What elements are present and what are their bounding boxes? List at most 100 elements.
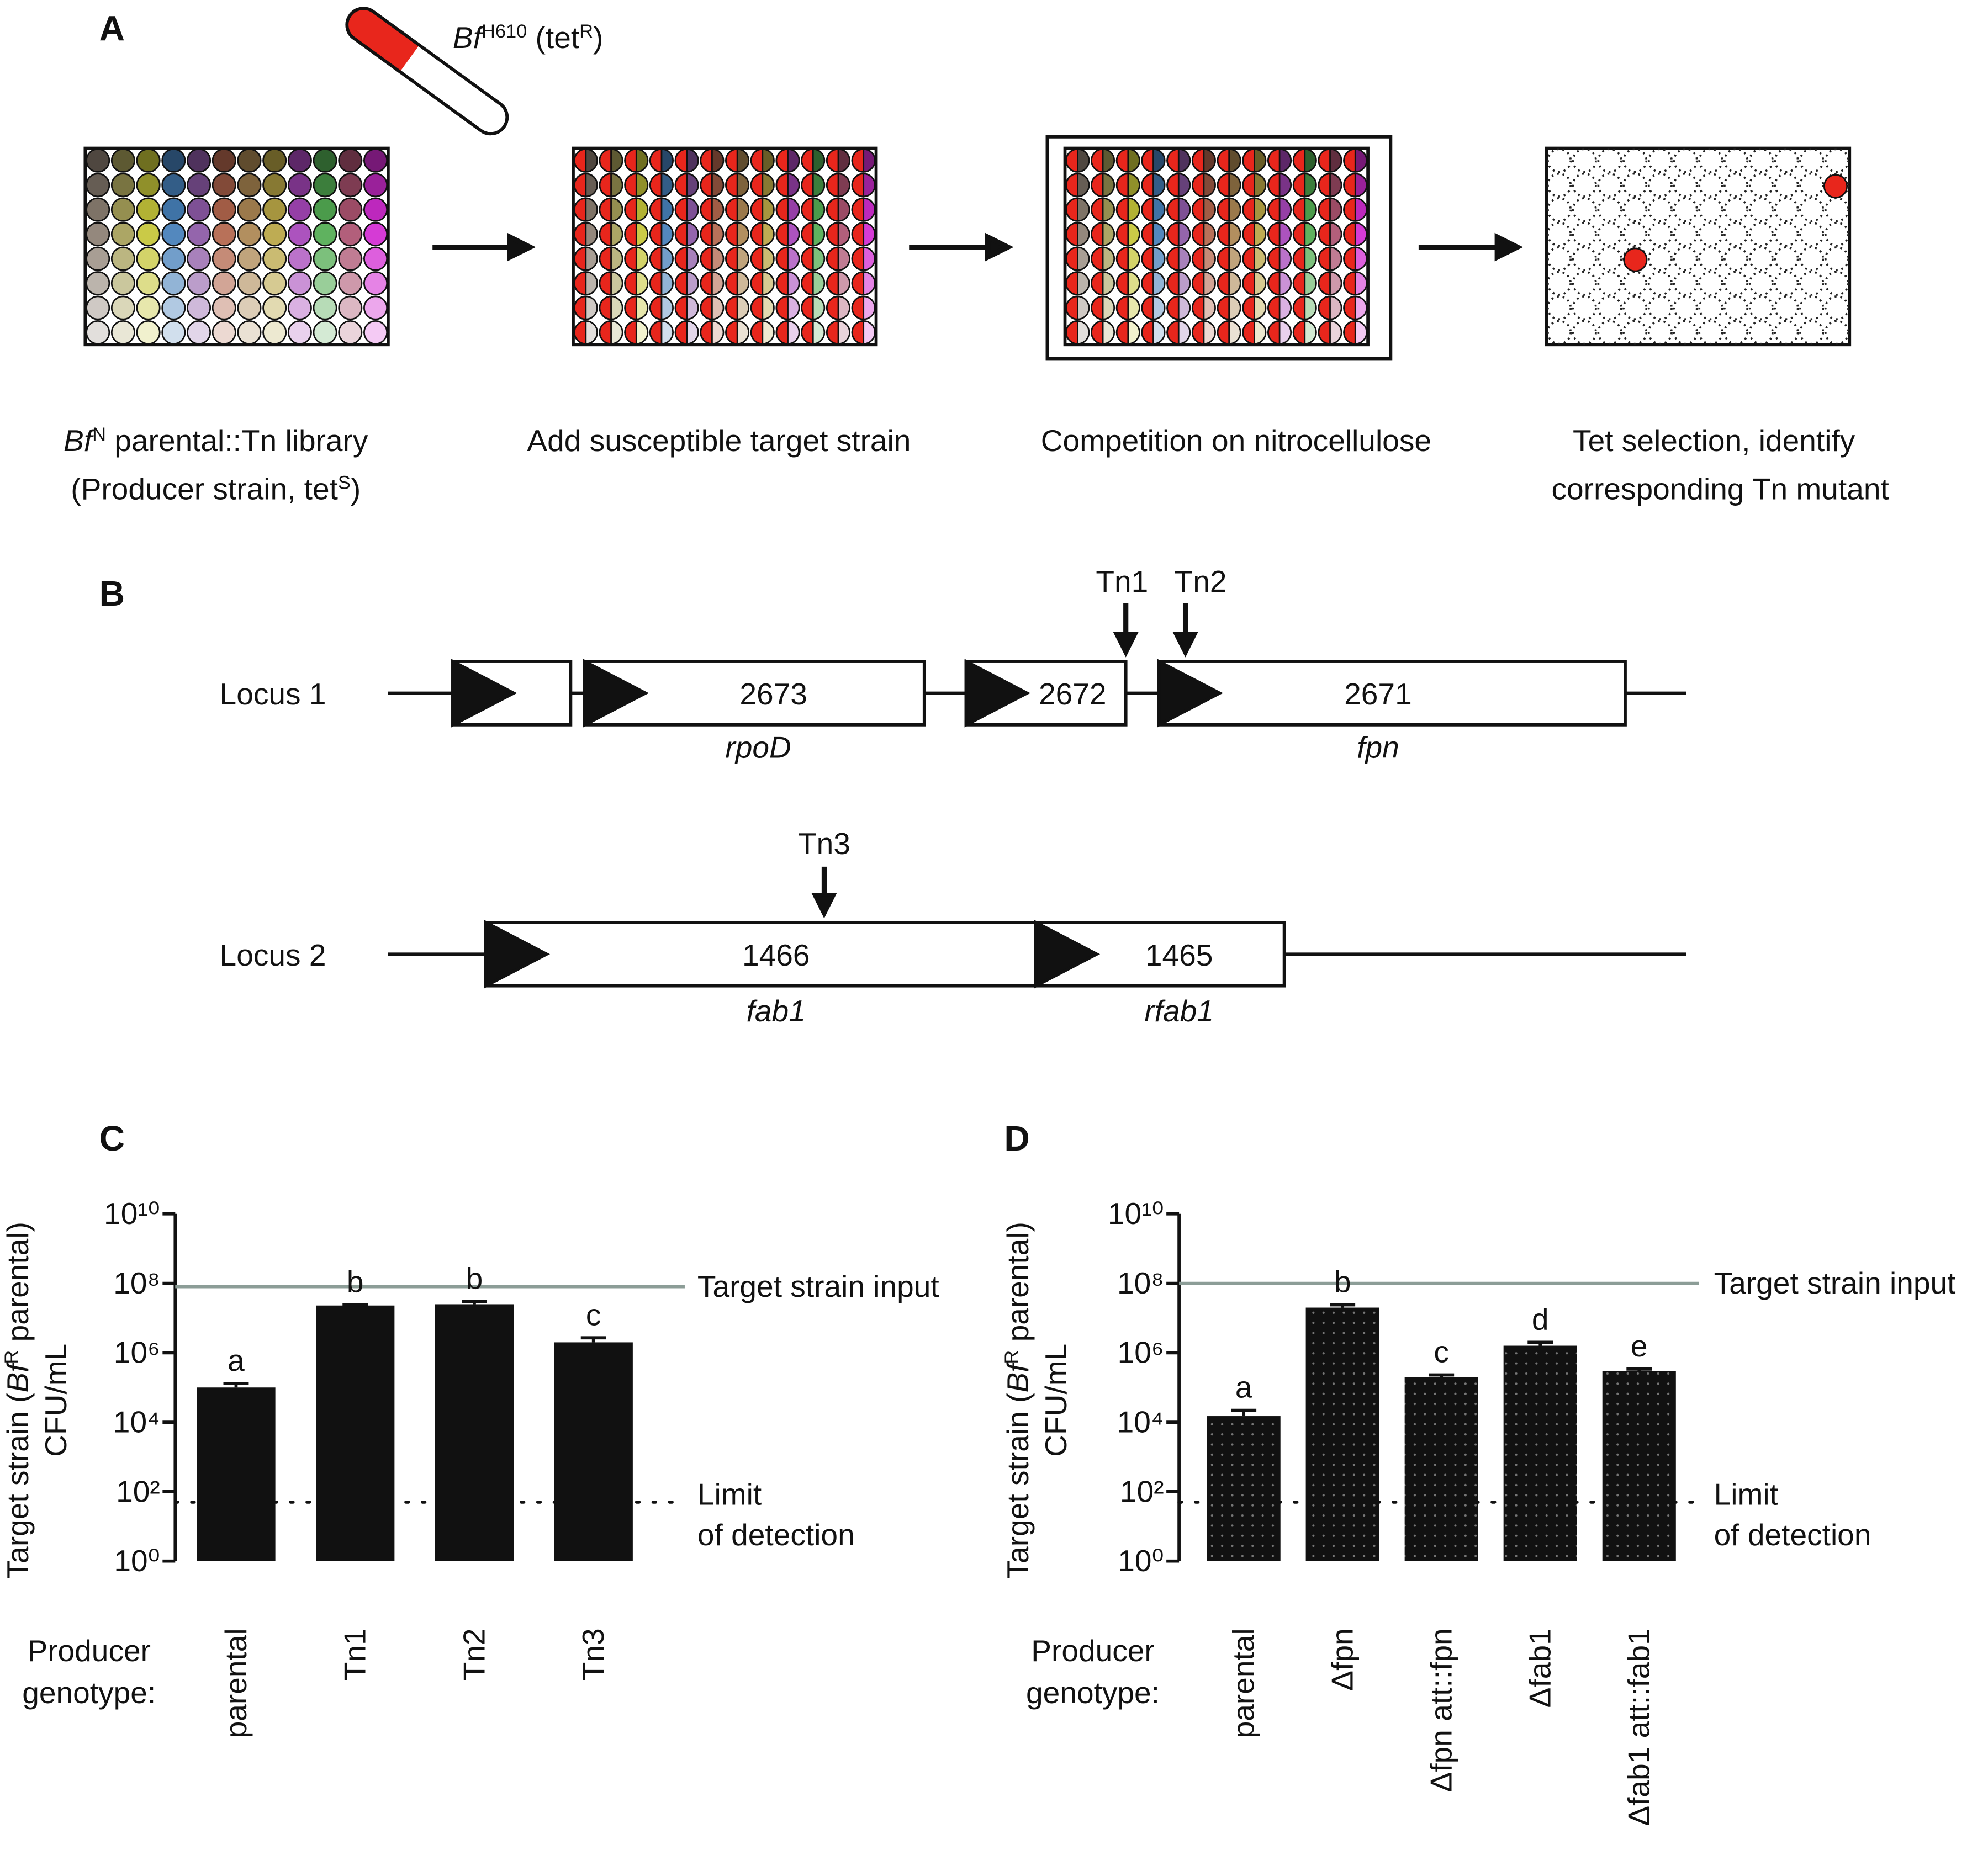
gene-name: fpn xyxy=(1357,730,1399,765)
caption-part: N xyxy=(92,424,106,445)
well xyxy=(1547,295,1572,321)
target-half xyxy=(1242,197,1255,222)
well xyxy=(1597,221,1622,247)
well xyxy=(287,295,312,320)
y-axis-label: Target strain (BfR parental) xyxy=(1001,1222,1035,1578)
well xyxy=(1774,295,1799,321)
bar xyxy=(316,1305,395,1561)
y-tick-label: 10⁶ xyxy=(114,1335,160,1370)
target-half xyxy=(826,320,839,345)
target-half xyxy=(1267,148,1281,173)
plate xyxy=(83,146,390,347)
well xyxy=(1723,295,1749,321)
locus-name: Locus 1 xyxy=(220,677,326,711)
well xyxy=(110,271,135,296)
well xyxy=(363,173,388,198)
well xyxy=(136,295,161,320)
well xyxy=(1647,221,1673,247)
well xyxy=(287,148,312,173)
well xyxy=(1647,271,1673,296)
target-half xyxy=(573,148,587,173)
target-half xyxy=(775,222,789,247)
significance-letter: b xyxy=(466,1261,483,1296)
target-half xyxy=(750,320,764,345)
target-half xyxy=(1115,271,1129,296)
well xyxy=(110,222,135,247)
target-half xyxy=(1091,320,1104,345)
target-half xyxy=(674,246,688,271)
well xyxy=(1774,172,1799,198)
target-half xyxy=(1065,148,1078,173)
well xyxy=(1647,320,1673,345)
target-half xyxy=(1343,197,1356,222)
well xyxy=(212,222,236,247)
well xyxy=(86,320,110,345)
target-half xyxy=(1267,271,1281,296)
target-half xyxy=(1141,222,1154,247)
target-half xyxy=(801,320,814,345)
target-half xyxy=(674,222,688,247)
target-half xyxy=(750,173,764,198)
marker-close: ) xyxy=(593,20,603,55)
target-half xyxy=(1141,295,1154,320)
target-half xyxy=(1343,246,1356,271)
well xyxy=(313,222,337,247)
well xyxy=(161,197,186,222)
y-tick-label: 10¹⁰ xyxy=(1108,1196,1164,1231)
well xyxy=(212,295,236,320)
well xyxy=(161,320,186,345)
target-half xyxy=(1242,222,1255,247)
well xyxy=(1723,197,1749,222)
well xyxy=(1748,295,1774,321)
well xyxy=(338,320,363,345)
well xyxy=(1824,197,1849,222)
transposon: Tn1 xyxy=(1096,564,1148,598)
well xyxy=(1572,246,1597,272)
target-half xyxy=(1166,173,1180,198)
target-half xyxy=(750,295,764,320)
target-half xyxy=(1191,246,1205,271)
target-half xyxy=(573,173,587,198)
target-half xyxy=(1292,295,1306,320)
well xyxy=(313,148,337,173)
well xyxy=(237,246,262,271)
target-half xyxy=(1091,295,1104,320)
target-half xyxy=(1166,197,1180,222)
x-tick-label: Δfab1 xyxy=(1523,1628,1557,1708)
significance-letter: b xyxy=(347,1265,364,1299)
target-half xyxy=(1091,197,1104,222)
well xyxy=(136,320,161,345)
well xyxy=(1824,295,1849,321)
target-half xyxy=(1292,320,1306,345)
well xyxy=(313,173,337,198)
well xyxy=(1673,221,1698,247)
target-half xyxy=(1091,148,1104,173)
step-caption: corresponding Tn mutant xyxy=(1551,471,1889,506)
target-half xyxy=(674,295,688,320)
target-half xyxy=(1292,246,1306,271)
reference-label: of detection xyxy=(1714,1518,1871,1552)
well xyxy=(1824,320,1849,345)
target-half xyxy=(1242,295,1255,320)
target-half xyxy=(826,271,839,296)
target-half xyxy=(1343,320,1356,345)
target-half xyxy=(649,246,663,271)
well xyxy=(1622,295,1648,321)
y-tick-label: 10⁴ xyxy=(113,1405,160,1439)
well xyxy=(86,271,110,296)
target-half xyxy=(1267,320,1281,345)
target-half xyxy=(700,148,713,173)
well xyxy=(110,148,135,173)
well xyxy=(338,222,363,247)
target-half xyxy=(1091,271,1104,296)
x-axis-label: Producer xyxy=(1031,1634,1155,1668)
target-half xyxy=(801,271,814,296)
well xyxy=(1698,246,1723,272)
well xyxy=(262,295,287,320)
target-half xyxy=(1166,271,1180,296)
target-half xyxy=(1115,148,1129,173)
target-half xyxy=(1115,295,1129,320)
target-half xyxy=(725,197,738,222)
